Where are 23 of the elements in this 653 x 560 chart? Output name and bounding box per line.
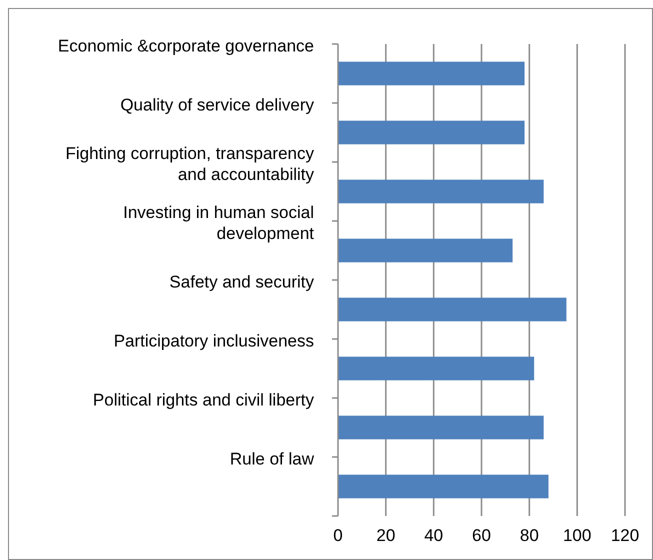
bar: [338, 356, 534, 380]
x-tick-label: 60: [472, 526, 491, 545]
x-tick-label: 80: [520, 526, 539, 545]
bar: [338, 298, 566, 322]
x-tick-label: 100: [562, 526, 592, 545]
y-tick-label: Economic &corporate governance: [58, 36, 314, 56]
y-tick-label: Political rights and civil liberty: [92, 390, 314, 410]
y-tick-label: Quality of service delivery: [120, 96, 314, 114]
bar: [338, 62, 525, 86]
bar: [338, 120, 525, 144]
x-tick-label: 40: [424, 526, 444, 545]
y-tick-label: Participatory inclusiveness: [114, 332, 314, 350]
y-tick-label: Rule of law: [230, 450, 315, 468]
x-tick-label: 120: [610, 526, 640, 545]
y-tick-label: Safety and security: [169, 272, 314, 292]
bar: [338, 416, 544, 440]
bar: [338, 238, 513, 262]
x-tick-label: 0: [333, 526, 343, 545]
bar: [338, 180, 544, 204]
bar: [338, 474, 548, 498]
x-tick-label: 20: [376, 526, 396, 545]
y-tick-label: Fighting corruption, transparency and accountability: [65, 144, 314, 184]
y-tick-label: Investing in human social development: [123, 203, 314, 243]
